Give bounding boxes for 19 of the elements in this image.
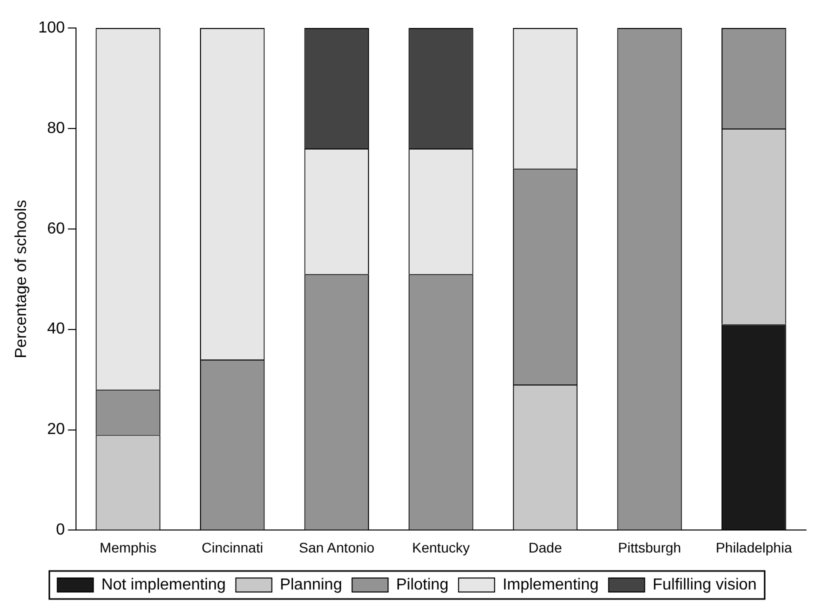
y-tick-label: 20 xyxy=(47,421,65,438)
x-tick-label: Memphis xyxy=(100,539,156,556)
x-tick-label: Philadelphia xyxy=(716,539,792,556)
y-tick-label: 80 xyxy=(47,120,65,137)
legend-label: Piloting xyxy=(396,576,449,594)
x-tick-label: Cincinnati xyxy=(202,539,264,556)
x-tick-label: San Antonio xyxy=(298,539,375,556)
x-tick-label: Pittsburgh xyxy=(618,539,682,556)
y-tick-label: 100 xyxy=(38,19,65,36)
legend-label: Planning xyxy=(280,576,342,594)
y-tick-label: 0 xyxy=(56,522,65,539)
legend-label: Not implementing xyxy=(101,576,226,594)
y-tick-label: 60 xyxy=(47,220,65,238)
y-tick-label: 40 xyxy=(47,320,65,338)
legend-label: Implementing xyxy=(502,576,599,594)
legend-label: Fulfilling vision xyxy=(652,576,757,594)
y-axis-title: Percentage of schools xyxy=(13,200,30,358)
x-tick-label: Kentucky xyxy=(412,539,470,556)
x-tick-label: Dade xyxy=(528,539,562,556)
